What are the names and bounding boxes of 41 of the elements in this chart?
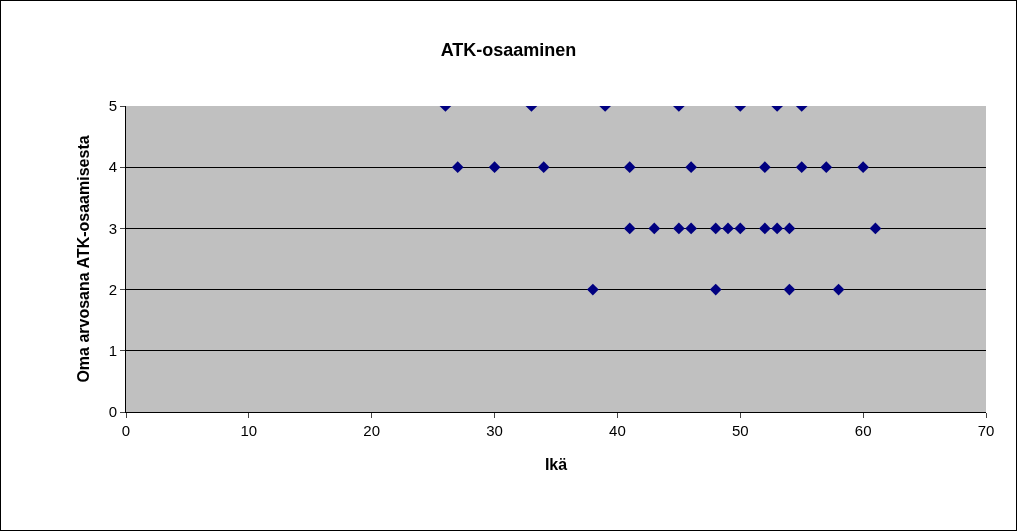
point [722,222,734,235]
x-tick-label: 30 [486,422,503,439]
point [832,283,845,296]
point [537,161,550,174]
chart-title: ATK-osaaminen [440,39,577,60]
point [709,222,722,235]
y-tick-label: 5 [108,97,117,115]
y-tick-label: 4 [108,158,117,176]
x-tick-label: 10 [240,422,258,439]
point [869,222,882,235]
point [734,222,747,235]
y-axis-title: Oma arvosana ATK-osaamisesta [74,135,92,383]
point [709,283,722,296]
x-tick-label: 70 [977,422,995,439]
point [857,161,869,174]
x-tick-label: 60 [854,422,872,439]
point [587,283,599,296]
y-tick-label: 3 [108,219,117,237]
point [685,161,697,174]
point [673,222,685,235]
y-tick-label: 1 [108,342,117,360]
point [795,161,808,174]
point [783,222,796,235]
point [759,222,771,235]
y-tick-label: 0 [108,403,117,421]
x-axis-title: Ikä [544,455,568,473]
point [771,222,783,235]
point [488,161,501,174]
y-tick-label: 2 [108,280,117,298]
x-tick-label: 50 [731,422,749,439]
point [623,161,636,174]
point [685,222,697,235]
point [820,161,833,174]
x-tick-label: 0 [121,422,131,439]
point [451,161,464,174]
point [783,283,796,296]
x-tick-label: 20 [363,422,381,439]
x-tick-label: 40 [609,422,626,439]
point [759,161,771,174]
point [623,222,636,235]
point [648,222,661,235]
